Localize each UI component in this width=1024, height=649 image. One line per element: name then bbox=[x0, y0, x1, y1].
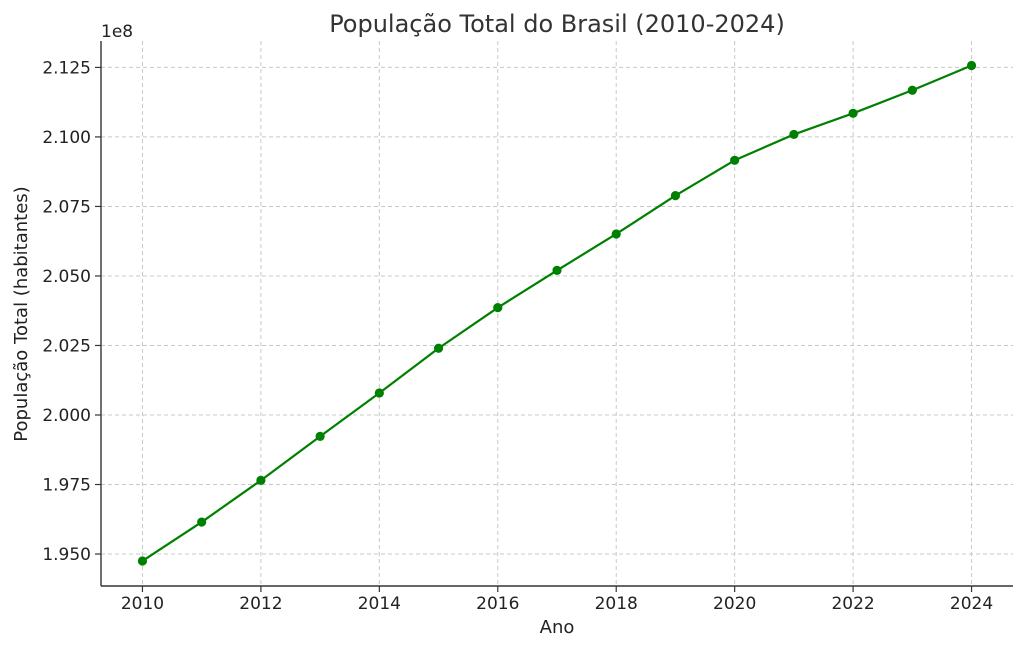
chart-title: População Total do Brasil (2010-2024) bbox=[329, 10, 785, 38]
y-tick-label: 1.975 bbox=[42, 476, 91, 496]
data-point bbox=[433, 343, 444, 353]
data-point bbox=[256, 475, 266, 485]
axes bbox=[100, 41, 1013, 587]
y-tick-label: 2.000 bbox=[42, 406, 91, 426]
y-tick-label: 2.100 bbox=[42, 128, 91, 148]
data-point bbox=[315, 431, 325, 442]
x-tick-label: 2020 bbox=[713, 594, 756, 614]
x-tick-label: 2016 bbox=[476, 594, 519, 614]
series-layer bbox=[137, 60, 977, 566]
y-tick-label: 2.050 bbox=[42, 267, 91, 287]
data-point bbox=[670, 191, 681, 201]
y-tick-label: 1.950 bbox=[42, 545, 91, 565]
data-point bbox=[907, 85, 917, 95]
x-tick-label: 2018 bbox=[595, 594, 638, 614]
y-axis-label: População Total (habitantes) bbox=[11, 186, 32, 441]
data-point bbox=[197, 517, 207, 527]
y-tick-label: 2.025 bbox=[42, 336, 91, 356]
x-tick-label: 2012 bbox=[239, 594, 282, 614]
y-tick-label: 2.075 bbox=[42, 197, 91, 217]
data-point bbox=[137, 556, 148, 566]
x-tick-label: 2014 bbox=[358, 594, 401, 614]
data-point bbox=[611, 229, 621, 239]
series-line bbox=[141, 64, 972, 562]
data-point bbox=[493, 303, 503, 313]
x-axis-label: Ano bbox=[540, 617, 575, 638]
data-point bbox=[966, 60, 977, 71]
data-point bbox=[730, 155, 740, 165]
y-tick-label: 2.125 bbox=[42, 58, 91, 78]
y-axis-offset-label: 1e8 bbox=[101, 22, 133, 42]
data-point bbox=[789, 129, 799, 140]
tick-labels: 2010 2012 2014 2016 2018 2020 2022 2024 1.950 1.9… bbox=[42, 58, 993, 614]
x-tick-label: 2010 bbox=[121, 594, 164, 614]
x-tick-label: 2024 bbox=[950, 594, 993, 614]
grid bbox=[101, 41, 1013, 586]
data-point bbox=[848, 108, 858, 118]
x-tick-label: 2022 bbox=[831, 594, 874, 614]
data-point bbox=[374, 388, 384, 398]
data-point bbox=[552, 265, 562, 276]
